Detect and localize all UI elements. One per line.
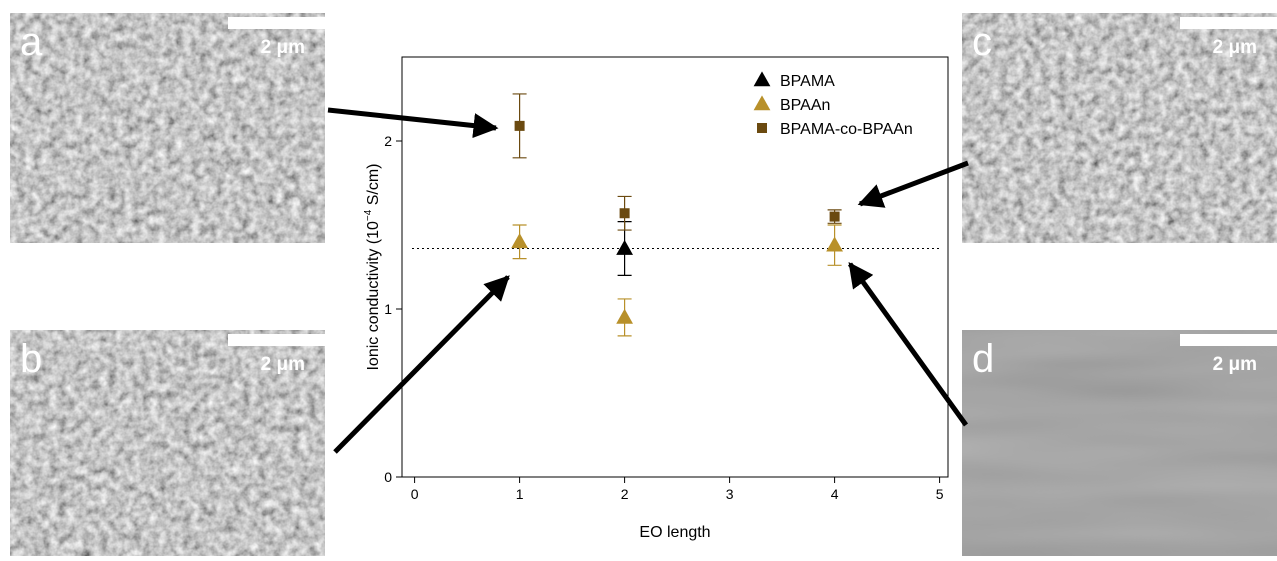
data-point xyxy=(826,224,843,266)
y-tick-label: 2 xyxy=(384,133,392,149)
arrow xyxy=(847,261,969,427)
marker xyxy=(753,71,771,87)
marker xyxy=(511,233,528,249)
scale-bar xyxy=(228,17,325,29)
x-tick-label: 3 xyxy=(726,486,734,502)
panel-label: b xyxy=(20,337,42,381)
marker xyxy=(616,239,633,255)
x-tick-label: 2 xyxy=(621,486,629,502)
panel-label: c xyxy=(972,20,992,64)
scale-bar xyxy=(1180,334,1277,346)
marker xyxy=(619,208,630,219)
y-tick-label: 1 xyxy=(384,301,392,317)
panel-label: a xyxy=(20,20,43,64)
marker xyxy=(829,211,840,222)
scale-bar xyxy=(1180,17,1277,29)
arrow xyxy=(327,107,499,139)
x-tick-label: 5 xyxy=(936,486,944,502)
x-axis-label: EO length xyxy=(639,524,710,541)
sem-image xyxy=(962,330,1277,556)
legend-label: BPAMA xyxy=(780,73,835,90)
sem-panel: d 2 μm xyxy=(962,330,1277,556)
marker xyxy=(753,95,771,111)
data-point xyxy=(827,209,842,224)
marker xyxy=(757,123,767,133)
y-axis-label: Ionic conductivity (10−4 S/cm) xyxy=(363,163,382,370)
legend: BPAMA BPAAn BPAMA-co-BPAAn xyxy=(753,71,913,138)
scale-bar xyxy=(228,334,325,346)
sem-image xyxy=(962,13,1277,243)
marker xyxy=(826,236,843,252)
sem-image xyxy=(10,330,325,556)
legend-label: BPAAn xyxy=(780,97,830,114)
y-axis-label-part: −4 xyxy=(363,209,374,221)
arrows xyxy=(327,107,969,454)
plot-frame xyxy=(401,56,949,478)
data-point xyxy=(512,93,527,159)
data-point xyxy=(616,298,633,337)
scale-label: 2 μm xyxy=(1213,354,1257,375)
plot: 0 1 2 3 4 5 0 1 2 EO length Ionic conductivity (10… xyxy=(363,56,949,541)
panel-label: d xyxy=(972,337,994,381)
marker xyxy=(616,308,633,324)
x-tick-label: 4 xyxy=(831,486,839,502)
marker xyxy=(514,120,525,131)
sem-image xyxy=(10,13,325,243)
scale-label: 2 μm xyxy=(261,354,305,375)
scale-label: 2 μm xyxy=(261,37,305,58)
arrow xyxy=(333,275,510,454)
legend-label: BPAMA-co-BPAAn xyxy=(780,121,913,138)
sem-panel: a 2 μm xyxy=(10,13,325,243)
scale-label: 2 μm xyxy=(1213,37,1257,58)
x-tick-label: 1 xyxy=(516,486,524,502)
x-tick-label: 0 xyxy=(411,486,419,502)
arrow xyxy=(857,160,969,208)
y-axis-label-part: Ionic conductivity (10 xyxy=(365,221,382,371)
sem-panels: a 2 μm b 2 μm c 2 μm d 2 μm xyxy=(10,13,1277,556)
data-point xyxy=(617,195,632,231)
y-tick-label: 0 xyxy=(384,469,392,485)
y-axis-label-part: S/cm) xyxy=(365,163,382,209)
sem-panel: b 2 μm xyxy=(10,330,325,556)
data-point xyxy=(511,224,528,260)
sem-panel: c 2 μm xyxy=(962,13,1277,243)
